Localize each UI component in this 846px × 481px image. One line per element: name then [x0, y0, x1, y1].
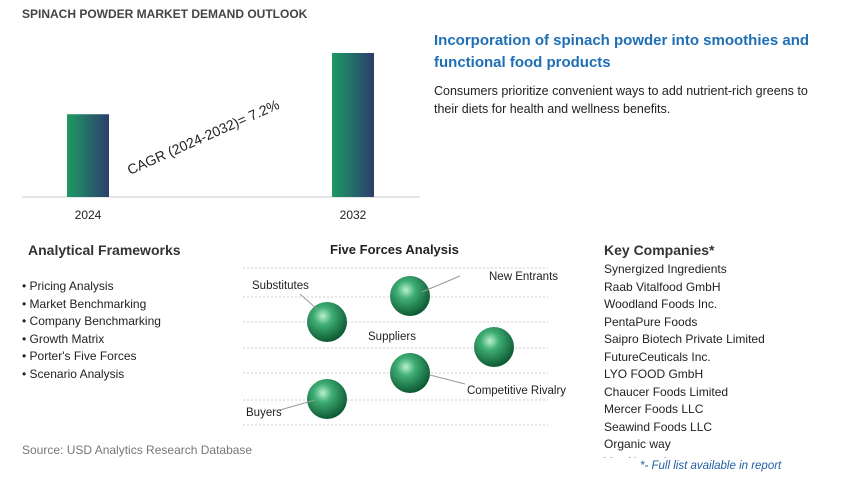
force-sphere [307, 379, 347, 419]
force-sphere [474, 327, 514, 367]
item-text: Organic way [604, 437, 671, 451]
item-text: Scenario Analysis [29, 366, 125, 381]
list-item: • Market Benchmarking [22, 296, 161, 314]
list-item: FutureCeuticals Inc. [604, 349, 765, 367]
x-tick-label: 2032 [340, 208, 367, 222]
list-item: • Company Benchmarking [22, 313, 161, 331]
item-text: Chaucer Foods Limited [604, 384, 729, 399]
force-label: New Entrants [489, 271, 558, 283]
force-label: Suppliers [368, 331, 416, 343]
bullet: • [22, 314, 30, 328]
chart-title: SPINACH POWDER MARKET DEMAND OUTLOOK [22, 7, 308, 21]
five-forces-title: Five Forces Analysis [330, 242, 459, 257]
force-label: Substitutes [252, 280, 309, 292]
item-text: Woodland Foods Inc. [604, 297, 718, 311]
item-text: Vee Natural [604, 455, 667, 459]
list-item: Woodland Foods Inc. [604, 296, 765, 314]
x-tick-label: 2024 [75, 208, 102, 222]
bar [67, 114, 109, 197]
companies-title: Key Companies* [604, 242, 715, 258]
list-item: Chaucer Foods Limited [604, 384, 765, 402]
list-item: • Growth Matrix [22, 331, 161, 349]
item-text: LYO FOOD GmbH [604, 367, 704, 381]
item-text: PentaPure Foods [604, 314, 698, 329]
force-label: Competitive Rivalry [467, 385, 566, 397]
item-text: Market Benchmarking [29, 296, 147, 311]
companies-list: Synergized Ingredients Raab Vitalfood Gmb… [604, 261, 765, 458]
bullet: • [22, 349, 30, 363]
bullet: • [22, 296, 30, 311]
source: Source: USD Analytics Research Database [22, 443, 253, 457]
list-item: Saipro Biotech Private Limited [604, 331, 765, 349]
bullet: • [22, 279, 30, 293]
item-text: Seawind Foods LLC [604, 419, 713, 434]
item-text: Porter's Five Forces [29, 349, 137, 363]
item-text: Raab Vitalfood GmbH [604, 279, 721, 294]
item-text: Company Benchmarking [29, 314, 161, 328]
item-text: FutureCeuticals Inc. [604, 349, 711, 364]
force-sphere [390, 353, 430, 393]
item-text: Mercer Foods LLC [604, 402, 704, 416]
list-item: • Pricing Analysis [22, 278, 161, 296]
force-sphere [307, 302, 347, 342]
force-label: Buyers [246, 407, 282, 419]
highlight-title: Incorporation of spinach powder into smo… [434, 32, 810, 71]
list-item: Seawind Foods LLC [604, 419, 765, 437]
list-item: Organic way [604, 436, 765, 454]
item-text: Synergized Ingredients [604, 262, 727, 276]
bullet: • [22, 331, 30, 346]
connector [421, 275, 461, 293]
item-text: Growth Matrix [29, 331, 105, 346]
list-item: Raab Vitalfood GmbH [604, 279, 765, 297]
list-item: Synergized Ingredients [604, 261, 765, 279]
list-item: • Scenario Analysis [22, 366, 161, 384]
bar [332, 53, 374, 197]
chart: CAGR (2024-2032)= 7.2% 2024 2032 [22, 53, 420, 222]
list-item: LYO FOOD GmbH [604, 366, 765, 384]
item-text: Pricing Analysis [29, 279, 114, 293]
connector [299, 293, 319, 311]
five-forces: Substitutes New Entrants Suppliers Competit… [243, 267, 566, 426]
list-item: • Porter's Five Forces [22, 348, 161, 366]
list-item: PentaPure Foods [604, 314, 765, 332]
list-item: Mercer Foods LLC [604, 401, 765, 419]
force-sphere [390, 276, 430, 316]
connector [429, 374, 466, 385]
item-text: Saipro Biotech Private Limited [604, 332, 765, 346]
frameworks-list: • Pricing Analysis • Market Benchmarking •… [22, 278, 161, 383]
frameworks-title: Analytical Frameworks [28, 242, 181, 258]
connector [279, 399, 316, 411]
list-item: Vee Natural [604, 454, 765, 459]
highlight-text: Consumers prioritize convenient ways to … [434, 84, 808, 116]
companies-note: *- Full list available in report [640, 460, 782, 472]
bullet: • [22, 366, 30, 381]
